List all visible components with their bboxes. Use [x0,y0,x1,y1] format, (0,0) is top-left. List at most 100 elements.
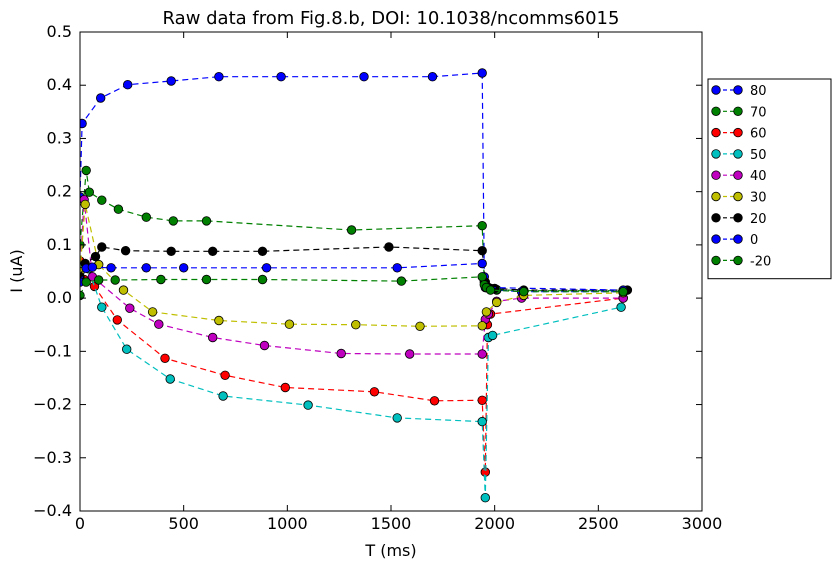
data-point [90,251,101,262]
data-point [359,71,369,82]
legend-label: 70 [750,105,767,120]
data-point [480,493,491,503]
x-tick-label: 2500 [578,514,619,533]
x-axis-label: T (ms) [364,541,416,560]
data-point [80,290,85,301]
data-point [97,195,107,205]
data-point [396,276,407,286]
data-point [477,321,487,331]
legend-marker [711,127,721,138]
data-point [165,374,175,384]
data-point [477,245,487,256]
data-point [257,246,268,257]
data-point [106,263,116,273]
legend-label: 0 [750,233,758,248]
data-point [113,204,124,214]
data-point [415,321,425,332]
y-tick-label: 0.2 [47,182,72,201]
data-point [84,187,95,197]
data-point [112,315,123,325]
legend-label: 50 [750,148,767,163]
series-line-40 [80,199,624,355]
plot-area [80,68,633,503]
data-point [477,349,487,359]
y-tick-label: 0.4 [47,75,72,94]
legend-marker [733,255,743,266]
data-point [118,285,129,295]
data-point [220,370,230,381]
legend-marker [711,234,721,244]
series--20 [80,272,628,301]
legend-label: -20 [750,254,771,269]
data-point [120,245,131,256]
data-point [160,353,170,364]
x-tick-label: 0 [75,514,85,533]
legend-item-50: 50 [711,148,767,163]
data-point [427,71,438,82]
data-point [477,68,487,78]
y-tick-label: −0.1 [33,341,72,360]
data-point [141,212,152,222]
legend-marker [733,127,743,138]
data-point [121,344,132,354]
y-tick-label: 0.1 [47,235,72,254]
series-line-30 [80,204,624,327]
legend-label: 80 [750,84,767,99]
data-point [519,287,529,297]
legend-item-60: 60 [711,127,767,142]
data-point [80,118,87,129]
legend-label: 60 [750,127,767,142]
data-point [97,302,107,312]
data-point [201,274,212,285]
x-tick-label: 1000 [267,514,308,533]
legend-marker [711,255,721,266]
chart-title: Raw data from Fig.8.b, DOI: 10.1038/ncom… [163,8,620,29]
legend-marker [733,213,743,223]
legend-marker [733,149,743,159]
data-point [259,340,270,351]
data-point [384,242,394,252]
data-point [218,391,228,401]
data-point [284,319,295,329]
data-point [477,272,487,282]
legend-item-40: 40 [711,169,767,184]
data-point [122,79,133,90]
legend-item-70: 70 [711,105,767,120]
legend-marker [733,191,743,202]
y-tick-label: 0.0 [47,288,72,307]
data-point [336,348,346,359]
data-point [207,332,218,343]
data-point [125,303,135,313]
y-axis-label: I (uA) [7,249,26,292]
data-point [477,258,487,269]
x-tick-label: 3000 [682,514,723,533]
data-point [616,302,626,312]
legend-item-80: 80 [711,84,767,99]
series-group [80,68,633,503]
y-tick-label: 0.5 [47,22,72,41]
data-point [492,297,502,308]
data-point [178,263,189,273]
legend-marker [733,234,743,244]
legend-label: 20 [750,212,767,227]
legend-item-0: 0 [711,233,758,248]
data-point [392,263,402,273]
data-point [477,416,487,427]
data-point [166,76,176,86]
data-point [346,225,357,235]
data-point [618,287,628,297]
legend-box [707,78,832,280]
x-tick-label: 500 [168,514,199,533]
legend-marker [711,191,721,202]
data-point [429,396,440,406]
data-point [156,274,166,285]
y-tick-label: −0.3 [33,448,72,467]
legend-marker [733,170,743,180]
data-point [207,246,218,257]
legend-marker [733,106,743,117]
data-point [81,165,91,176]
data-point [481,307,492,317]
data-point [201,216,212,226]
